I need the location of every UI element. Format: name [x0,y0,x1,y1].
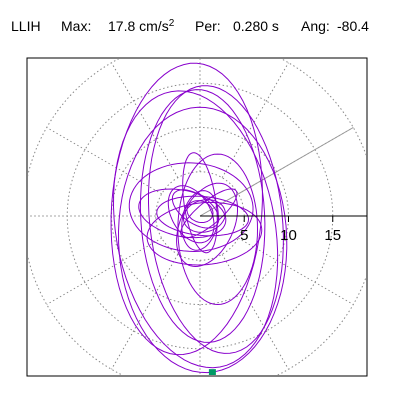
radial-tick-label: 10 [280,227,297,244]
max-number: 17.8 [108,18,136,34]
trace-loop [156,195,249,237]
trace-loop [146,201,263,266]
angle-value: -80.4 [337,18,369,34]
trace-loop [186,200,214,223]
radial-tick-label: 5 [240,227,248,244]
trace-loop [138,188,227,239]
trace-loop [139,89,266,343]
max-unit-exponent: 2 [168,18,175,29]
period-label: Per: [195,18,221,34]
chart-header: LLIH Max: 17.8 cm/s2 Per: 0.280 s Ang: -… [0,14,400,38]
trace-loop [171,189,220,229]
trace-loop [182,152,218,254]
motion-trace [110,62,288,375]
radial-axis: 5 10 15 [200,215,367,244]
max-label: Max: [61,18,92,34]
max-unit: cm/s [139,18,169,34]
end-point-marker [208,369,216,375]
trace-loop [128,162,254,253]
grid-spoke [238,237,354,305]
radial-tick-label: 15 [324,227,341,244]
trace-loop [177,153,258,306]
trace-loop [117,106,288,374]
trace-loop [167,185,215,244]
plot-border [26,57,368,377]
grid-spoke [221,254,289,370]
trace-loop [112,90,279,369]
trace-loop [180,188,238,239]
period-value: 0.280 s [233,18,279,34]
angle-label: Ang: [301,18,330,34]
trace-loop [148,85,284,354]
trace-loop [110,62,263,356]
max-value: 17.8 cm/s2 [108,18,174,34]
station-code: LLIH [11,18,41,34]
